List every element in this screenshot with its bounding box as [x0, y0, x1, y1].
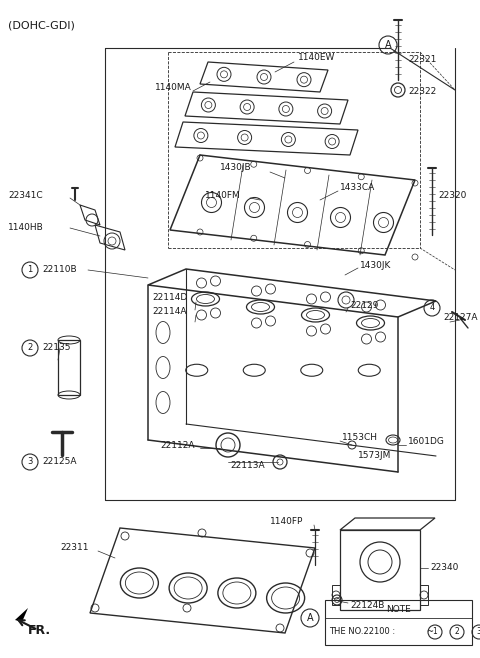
Text: 22124B: 22124B [350, 601, 384, 609]
Text: 1140EW: 1140EW [298, 53, 336, 63]
Text: 22112A: 22112A [160, 440, 194, 449]
Text: 22114A: 22114A [152, 307, 187, 316]
Text: 22341C: 22341C [8, 191, 43, 199]
Text: THE NO.22100 :: THE NO.22100 : [329, 628, 398, 636]
Text: 2: 2 [455, 628, 459, 636]
Text: FR.: FR. [28, 624, 51, 636]
Text: 1573JM: 1573JM [358, 451, 391, 461]
Text: 1140MA: 1140MA [155, 84, 192, 93]
Text: 22320: 22320 [438, 191, 467, 199]
Text: 1433CA: 1433CA [340, 184, 375, 193]
Text: 22135: 22135 [42, 343, 71, 353]
Text: 22110B: 22110B [42, 265, 77, 274]
Text: 2: 2 [27, 343, 33, 353]
Text: A: A [307, 613, 313, 623]
Text: 22125A: 22125A [42, 457, 76, 467]
Text: A: A [384, 40, 391, 50]
Text: 1601DG: 1601DG [408, 438, 445, 447]
Text: 3: 3 [27, 457, 33, 467]
Text: 22113A: 22113A [230, 461, 264, 470]
Text: 22311: 22311 [60, 544, 88, 553]
Text: 22129: 22129 [350, 301, 378, 309]
Text: 22127A: 22127A [443, 313, 478, 322]
Bar [332, 585, 340, 605]
Text: 1: 1 [27, 265, 33, 274]
Text: ~: ~ [426, 628, 433, 636]
Text: 1: 1 [432, 628, 437, 636]
Text: 1140HB: 1140HB [8, 224, 44, 232]
Text: 3: 3 [477, 628, 480, 636]
Text: NOTE: NOTE [386, 605, 411, 613]
Bar [420, 585, 428, 605]
Polygon shape [15, 608, 28, 622]
Text: 1430JK: 1430JK [360, 261, 391, 270]
Text: 22340: 22340 [430, 563, 458, 572]
Text: 22322: 22322 [408, 88, 436, 97]
Text: 4: 4 [430, 303, 434, 313]
Text: 1153CH: 1153CH [342, 434, 378, 442]
Text: 22114D: 22114D [152, 293, 187, 303]
Bar [58, 340, 80, 395]
Text: 1430JB: 1430JB [220, 163, 252, 172]
Text: (DOHC-GDI): (DOHC-GDI) [8, 20, 75, 30]
Text: 1140FM: 1140FM [205, 191, 241, 199]
Text: 1140FP: 1140FP [270, 517, 303, 526]
Text: 22321: 22321 [408, 55, 436, 64]
Bar [325, 600, 472, 645]
